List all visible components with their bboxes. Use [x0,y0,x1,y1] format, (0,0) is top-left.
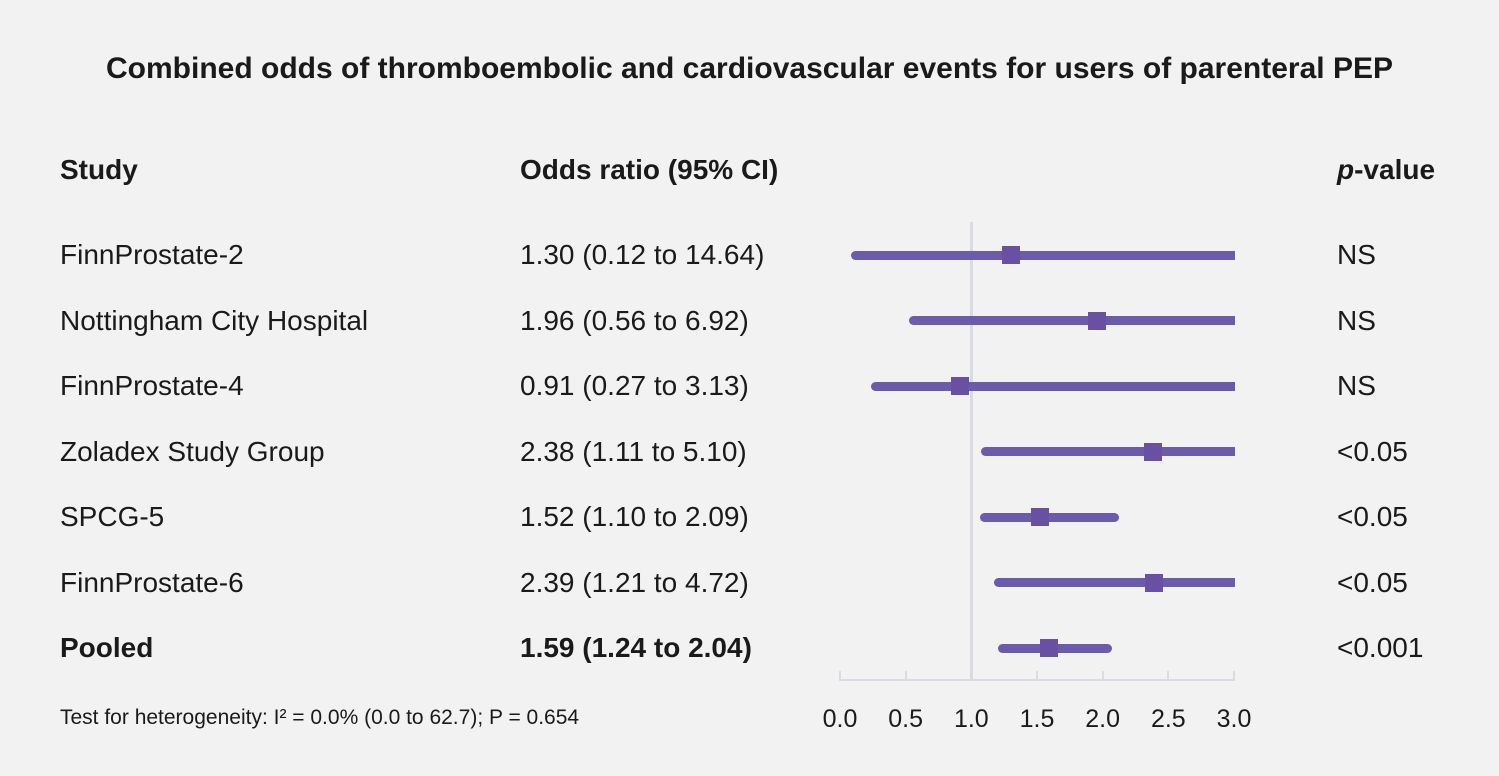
column-header-odds-ratio: Odds ratio (95% CI) [520,154,779,185]
x-axis-tick [1035,671,1038,681]
or-ci-value-pooled: 1.59 (1.24 to 2.04) [520,632,752,663]
or-ci-value: 1.30 (0.12 to 14.64) [520,239,765,270]
p-value: <0.05 [1337,435,1408,467]
ci-line [981,447,1236,456]
or-ci-value: 1.96 (0.56 to 6.92) [520,304,749,336]
ci-line [994,578,1236,587]
or-ci-value: 0.91 (0.27 to 3.13) [520,370,749,401]
estimate-marker [1030,508,1049,526]
study-name: Nottingham City Hospital [60,304,369,336]
x-axis-tick [1167,671,1170,681]
or-ci-value: 1.52 (1.10 to 2.09) [520,501,749,532]
x-axis-tick [1101,671,1104,681]
ci-line [979,512,1119,522]
study-name: FinnProstate-6 [60,566,244,598]
heterogeneity-note: Test for heterogeneity: I² = 0.0% (0.0 t… [60,706,580,729]
x-axis-tick [839,671,841,681]
study-name: Zoladex Study Group [60,435,325,467]
estimate-marker [1039,639,1058,657]
x-axis-tick-label: 2.0 [1085,705,1121,733]
x-axis-tick-label: 3.0 [1216,705,1252,733]
estimate-marker [1143,442,1162,461]
p-value: <0.05 [1337,566,1408,598]
or-ci-value: 2.39 (1.21 to 4.72) [520,566,749,598]
figure-title: Combined odds of thromboembolic and card… [106,52,1393,85]
pvalue-header-p: p [1337,154,1355,185]
p-value: NS [1337,239,1376,270]
or-ci-value: 2.38 (1.11 to 5.10) [520,435,747,467]
ci-line [851,250,1236,260]
estimate-marker [950,377,969,395]
estimate-marker [1088,311,1107,330]
x-axis-tick [1232,671,1235,681]
reference-line [970,222,973,681]
ci-line [870,381,1236,391]
x-axis-tick-label: 0.5 [888,705,924,733]
study-name: SPCG-5 [60,501,165,532]
x-axis-tick [904,671,907,681]
column-header-study: Study [60,154,138,185]
x-axis-tick [970,671,973,681]
x-axis-tick-label: 2.5 [1150,705,1186,733]
ci-line [909,316,1236,325]
x-axis-tick-label: 1.5 [1019,705,1055,733]
estimate-marker [1001,246,1020,264]
p-value: <0.05 [1337,501,1408,532]
x-axis-tick-label: 0.0 [822,705,858,733]
x-axis-tick-label: 1.0 [953,705,989,733]
study-name: FinnProstate-4 [60,370,244,401]
column-header-pvalue: p-value [1337,153,1435,187]
p-value: NS [1337,370,1376,401]
study-name: FinnProstate-2 [60,239,244,270]
estimate-marker [1144,573,1163,592]
pvalue-header-rest: -value [1354,154,1436,185]
study-name-pooled: Pooled [60,632,154,663]
p-value: NS [1337,304,1376,336]
p-value: <0.001 [1337,632,1424,663]
